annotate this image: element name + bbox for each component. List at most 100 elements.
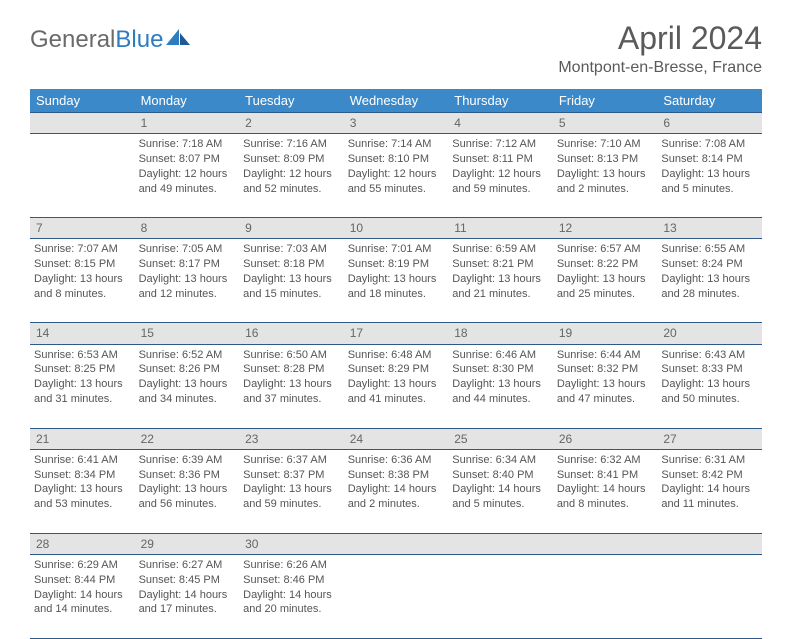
day-cell: Sunrise: 6:32 AMSunset: 8:41 PMDaylight:… — [553, 449, 658, 533]
sunrise-text: Sunrise: 7:03 AM — [243, 242, 340, 257]
daylight-text: Daylight: 13 hours and 28 minutes. — [661, 272, 758, 302]
sunset-text: Sunset: 8:19 PM — [348, 257, 445, 272]
daylight-text: Daylight: 13 hours and 31 minutes. — [34, 377, 131, 407]
day-cell: Sunrise: 6:37 AMSunset: 8:37 PMDaylight:… — [239, 449, 344, 533]
day-number: 19 — [553, 323, 658, 344]
day-cell: Sunrise: 7:16 AMSunset: 8:09 PMDaylight:… — [239, 134, 344, 218]
location: Montpont-en-Bresse, France — [558, 59, 762, 77]
day-number: 12 — [553, 218, 658, 239]
day-number: 21 — [30, 428, 135, 449]
day-cell — [344, 554, 449, 638]
daylight-text: Daylight: 12 hours and 52 minutes. — [243, 167, 340, 197]
day-cell: Sunrise: 7:08 AMSunset: 8:14 PMDaylight:… — [657, 134, 762, 218]
sunrise-text: Sunrise: 6:53 AM — [34, 348, 131, 363]
sunrise-text: Sunrise: 6:26 AM — [243, 558, 340, 573]
day-cell: Sunrise: 6:59 AMSunset: 8:21 PMDaylight:… — [448, 239, 553, 323]
sunrise-text: Sunrise: 6:55 AM — [661, 242, 758, 257]
content-row: Sunrise: 7:18 AMSunset: 8:07 PMDaylight:… — [30, 134, 762, 218]
daylight-text: Daylight: 14 hours and 14 minutes. — [34, 588, 131, 618]
daylight-text: Daylight: 14 hours and 2 minutes. — [348, 482, 445, 512]
weekday-header-row: Sunday Monday Tuesday Wednesday Thursday… — [30, 89, 762, 113]
day-number: 2 — [239, 113, 344, 134]
daylight-text: Daylight: 13 hours and 2 minutes. — [557, 167, 654, 197]
logo-sail-icon — [166, 26, 192, 54]
daylight-text: Daylight: 13 hours and 5 minutes. — [661, 167, 758, 197]
day-number: 20 — [657, 323, 762, 344]
day-cell: Sunrise: 7:12 AMSunset: 8:11 PMDaylight:… — [448, 134, 553, 218]
daylight-text: Daylight: 14 hours and 20 minutes. — [243, 588, 340, 618]
day-number: 15 — [135, 323, 240, 344]
day-cell: Sunrise: 6:34 AMSunset: 8:40 PMDaylight:… — [448, 449, 553, 533]
day-cell: Sunrise: 7:03 AMSunset: 8:18 PMDaylight:… — [239, 239, 344, 323]
day-number — [30, 113, 135, 134]
daylight-text: Daylight: 14 hours and 17 minutes. — [139, 588, 236, 618]
day-cell: Sunrise: 6:39 AMSunset: 8:36 PMDaylight:… — [135, 449, 240, 533]
sunset-text: Sunset: 8:15 PM — [34, 257, 131, 272]
content-row: Sunrise: 7:07 AMSunset: 8:15 PMDaylight:… — [30, 239, 762, 323]
sunrise-text: Sunrise: 6:59 AM — [452, 242, 549, 257]
daylight-text: Daylight: 13 hours and 41 minutes. — [348, 377, 445, 407]
day-number: 6 — [657, 113, 762, 134]
day-cell — [30, 134, 135, 218]
daylight-text: Daylight: 13 hours and 34 minutes. — [139, 377, 236, 407]
title-block: April 2024 Montpont-en-Bresse, France — [558, 20, 762, 77]
day-number: 4 — [448, 113, 553, 134]
day-number: 18 — [448, 323, 553, 344]
daylight-text: Daylight: 13 hours and 56 minutes. — [139, 482, 236, 512]
day-number: 24 — [344, 428, 449, 449]
day-cell: Sunrise: 7:01 AMSunset: 8:19 PMDaylight:… — [344, 239, 449, 323]
day-cell: Sunrise: 7:14 AMSunset: 8:10 PMDaylight:… — [344, 134, 449, 218]
sunset-text: Sunset: 8:33 PM — [661, 362, 758, 377]
content-row: Sunrise: 6:41 AMSunset: 8:34 PMDaylight:… — [30, 449, 762, 533]
sunrise-text: Sunrise: 7:08 AM — [661, 137, 758, 152]
sunset-text: Sunset: 8:45 PM — [139, 573, 236, 588]
sunset-text: Sunset: 8:14 PM — [661, 152, 758, 167]
day-cell: Sunrise: 6:46 AMSunset: 8:30 PMDaylight:… — [448, 344, 553, 428]
logo-word-general: General — [30, 26, 115, 54]
day-cell: Sunrise: 6:27 AMSunset: 8:45 PMDaylight:… — [135, 554, 240, 638]
day-number: 22 — [135, 428, 240, 449]
sunset-text: Sunset: 8:10 PM — [348, 152, 445, 167]
day-cell: Sunrise: 6:53 AMSunset: 8:25 PMDaylight:… — [30, 344, 135, 428]
day-number: 16 — [239, 323, 344, 344]
sunset-text: Sunset: 8:44 PM — [34, 573, 131, 588]
daylight-text: Daylight: 13 hours and 59 minutes. — [243, 482, 340, 512]
day-number — [553, 533, 658, 554]
daylight-text: Daylight: 13 hours and 47 minutes. — [557, 377, 654, 407]
day-cell: Sunrise: 6:55 AMSunset: 8:24 PMDaylight:… — [657, 239, 762, 323]
sunrise-text: Sunrise: 6:32 AM — [557, 453, 654, 468]
sunrise-text: Sunrise: 6:50 AM — [243, 348, 340, 363]
day-number: 5 — [553, 113, 658, 134]
sunrise-text: Sunrise: 7:01 AM — [348, 242, 445, 257]
day-number — [657, 533, 762, 554]
day-number: 23 — [239, 428, 344, 449]
sunrise-text: Sunrise: 6:39 AM — [139, 453, 236, 468]
sunset-text: Sunset: 8:21 PM — [452, 257, 549, 272]
sunset-text: Sunset: 8:29 PM — [348, 362, 445, 377]
day-cell: Sunrise: 6:41 AMSunset: 8:34 PMDaylight:… — [30, 449, 135, 533]
logo-word-blue: Blue — [115, 26, 163, 54]
sunrise-text: Sunrise: 6:57 AM — [557, 242, 654, 257]
day-number: 26 — [553, 428, 658, 449]
content-row: Sunrise: 6:53 AMSunset: 8:25 PMDaylight:… — [30, 344, 762, 428]
weekday-wed: Wednesday — [344, 89, 449, 113]
sunset-text: Sunset: 8:30 PM — [452, 362, 549, 377]
content-row: Sunrise: 6:29 AMSunset: 8:44 PMDaylight:… — [30, 554, 762, 638]
day-number: 1 — [135, 113, 240, 134]
weekday-sun: Sunday — [30, 89, 135, 113]
daynum-row: 123456 — [30, 113, 762, 134]
header: GeneralBlue April 2024 Montpont-en-Bress… — [30, 20, 762, 77]
sunset-text: Sunset: 8:42 PM — [661, 468, 758, 483]
day-number: 11 — [448, 218, 553, 239]
sunset-text: Sunset: 8:17 PM — [139, 257, 236, 272]
sunset-text: Sunset: 8:11 PM — [452, 152, 549, 167]
daylight-text: Daylight: 13 hours and 12 minutes. — [139, 272, 236, 302]
day-cell: Sunrise: 6:26 AMSunset: 8:46 PMDaylight:… — [239, 554, 344, 638]
daylight-text: Daylight: 14 hours and 8 minutes. — [557, 482, 654, 512]
day-cell: Sunrise: 6:48 AMSunset: 8:29 PMDaylight:… — [344, 344, 449, 428]
daylight-text: Daylight: 13 hours and 25 minutes. — [557, 272, 654, 302]
sunrise-text: Sunrise: 7:05 AM — [139, 242, 236, 257]
sunset-text: Sunset: 8:34 PM — [34, 468, 131, 483]
weekday-thu: Thursday — [448, 89, 553, 113]
calendar-table: Sunday Monday Tuesday Wednesday Thursday… — [30, 89, 762, 639]
